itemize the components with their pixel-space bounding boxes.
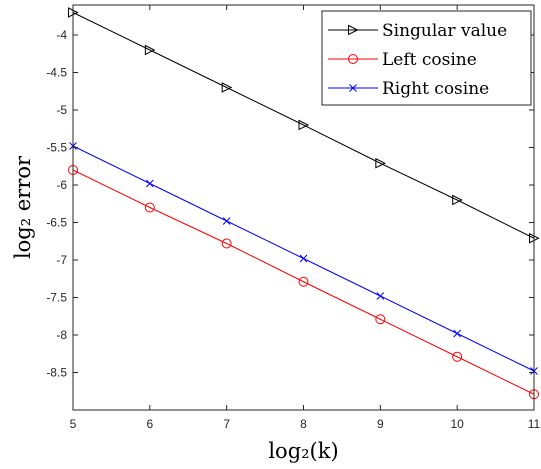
- data-point: [145, 179, 154, 188]
- y-tick-label: -6.5: [46, 216, 67, 230]
- y-tick-label: -4: [56, 28, 67, 42]
- data-point: [144, 202, 155, 213]
- series-line: [72, 169, 535, 395]
- legend-marker: [348, 24, 359, 36]
- x-tick-label: 6: [146, 417, 153, 431]
- y-tick-label: -7: [56, 253, 67, 267]
- x-tick-label: 11: [528, 417, 541, 431]
- data-point: [298, 119, 310, 131]
- legend-box: [321, 10, 532, 106]
- y-tick-label: -5.5: [46, 141, 67, 155]
- legend-marker: [349, 84, 357, 92]
- data-point: [453, 329, 462, 338]
- y-axis-label: log₂ error: [11, 155, 35, 259]
- x-tick-label: 8: [300, 417, 307, 431]
- x-tick-label: 10: [450, 417, 464, 431]
- y-tick-label: -8: [56, 328, 67, 342]
- y-tick-label: -6: [56, 178, 67, 192]
- series-line: [72, 12, 535, 239]
- legend-entry: Singular value: [328, 21, 507, 41]
- data-point: [452, 351, 463, 362]
- data-point: [221, 238, 232, 249]
- y-tick-label: -8.5: [46, 366, 67, 380]
- data-point: [452, 194, 463, 206]
- data-point: [299, 254, 308, 263]
- data-point: [375, 314, 386, 325]
- y-tick-label: -7.5: [46, 291, 67, 305]
- data-point: [375, 157, 386, 169]
- x-axis-label: log₂(k): [268, 439, 338, 463]
- data-point: [144, 44, 156, 56]
- legend-label: Left cosine: [382, 50, 477, 70]
- legend-entry: Left cosine: [328, 50, 477, 70]
- x-tick-label: 9: [377, 417, 384, 431]
- data-point: [222, 217, 231, 225]
- legend-entry: Right cosine: [328, 79, 489, 99]
- y-tick-label: -5: [56, 103, 67, 117]
- x-tick-label: 5: [70, 417, 77, 431]
- legend: Singular value Left cosine Right cosine: [321, 10, 532, 106]
- x-tick-label: 7: [223, 417, 230, 431]
- data-point: [221, 82, 233, 93]
- legend-label: Right cosine: [382, 79, 489, 99]
- legend-label: Singular value: [382, 21, 507, 41]
- data-point: [376, 292, 385, 300]
- data-point: [298, 276, 309, 287]
- y-tick-label: -4.5: [46, 66, 67, 80]
- legend-marker: [348, 54, 358, 64]
- axes-layer: 5 6 7 8 9 10 11 -8.5 -8 -7.5 -7 -6.5 -6 -5.5 -5 -4.5 -4: [46, 4, 541, 431]
